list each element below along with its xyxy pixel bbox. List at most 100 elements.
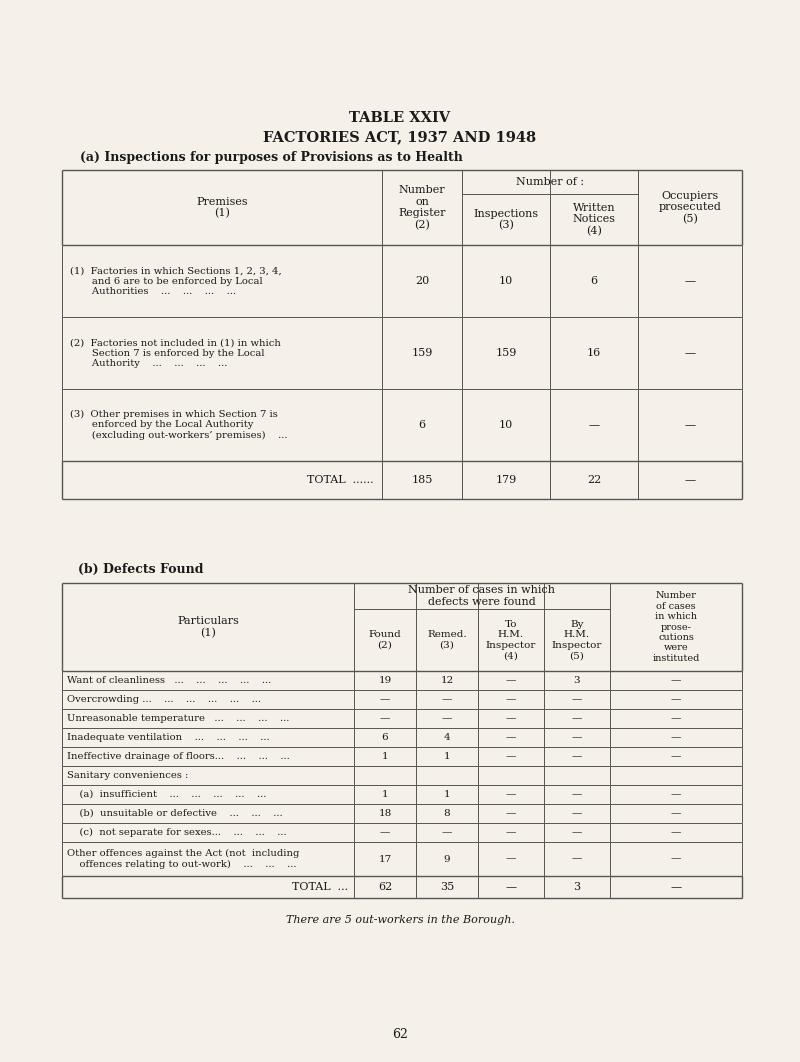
Text: —: — [506, 855, 516, 863]
Text: —: — [685, 276, 695, 286]
Text: Ineffective drainage of floors...    ...    ...    ...: Ineffective drainage of floors... ... ..… [67, 752, 290, 761]
Text: Written
Notices
(4): Written Notices (4) [573, 203, 615, 236]
Text: 10: 10 [499, 276, 513, 286]
Text: 159: 159 [411, 348, 433, 358]
Text: TOTAL  ......: TOTAL ...... [307, 475, 374, 485]
Text: 4: 4 [444, 733, 450, 742]
Text: —: — [589, 419, 599, 430]
Text: Sanitary conveniences :: Sanitary conveniences : [67, 771, 188, 780]
Text: —: — [572, 828, 582, 837]
Text: 10: 10 [499, 419, 513, 430]
Text: —: — [671, 695, 681, 704]
Text: —: — [380, 828, 390, 837]
Text: —: — [506, 714, 516, 723]
Text: —: — [442, 695, 452, 704]
Text: Unreasonable temperature   ...    ...    ...    ...: Unreasonable temperature ... ... ... ... [67, 714, 290, 723]
Text: —: — [506, 733, 516, 742]
Text: 17: 17 [378, 855, 392, 863]
Text: —: — [506, 883, 517, 892]
Text: Number of cases in which
defects were found: Number of cases in which defects were fo… [409, 585, 555, 606]
Text: 18: 18 [378, 809, 392, 818]
Text: —: — [572, 733, 582, 742]
Text: There are 5 out-workers in the Borough.: There are 5 out-workers in the Borough. [286, 915, 514, 925]
Text: Premises
(1): Premises (1) [196, 196, 248, 219]
Text: 159: 159 [495, 348, 517, 358]
Text: Inadequate ventilation    ...    ...    ...    ...: Inadequate ventilation ... ... ... ... [67, 733, 270, 742]
Text: (b)  unsuitable or defective    ...    ...    ...: (b) unsuitable or defective ... ... ... [67, 809, 282, 818]
Text: (a)  insufficient    ...    ...    ...    ...    ...: (a) insufficient ... ... ... ... ... [67, 790, 266, 799]
Text: —: — [572, 695, 582, 704]
Text: —: — [506, 695, 516, 704]
Text: Number of :: Number of : [516, 177, 584, 187]
Text: —: — [506, 790, 516, 799]
Text: (2)  Factories not included in (1) in which
       Section 7 is enforced by the : (2) Factories not included in (1) in whi… [70, 338, 281, 367]
Text: —: — [671, 828, 681, 837]
Text: Want of cleanliness   ...    ...    ...    ...    ...: Want of cleanliness ... ... ... ... ... [67, 676, 271, 685]
Text: 179: 179 [495, 475, 517, 485]
Text: —: — [380, 695, 390, 704]
Text: —: — [671, 733, 681, 742]
Text: —: — [671, 855, 681, 863]
Text: Particulars
(1): Particulars (1) [177, 616, 239, 638]
Text: Number
on
Register
(2): Number on Register (2) [398, 185, 446, 230]
Text: —: — [685, 348, 695, 358]
Text: 6: 6 [590, 276, 598, 286]
Text: —: — [572, 790, 582, 799]
Text: 1: 1 [444, 752, 450, 761]
Text: —: — [670, 883, 682, 892]
Text: —: — [506, 809, 516, 818]
Text: —: — [442, 714, 452, 723]
Text: —: — [671, 752, 681, 761]
Text: TOTAL  ...: TOTAL ... [292, 883, 348, 892]
Text: 3: 3 [574, 676, 580, 685]
Text: 8: 8 [444, 809, 450, 818]
Text: —: — [506, 676, 516, 685]
Text: (c)  not separate for sexes...    ...    ...    ...: (c) not separate for sexes... ... ... ..… [67, 828, 286, 837]
Text: —: — [506, 828, 516, 837]
Text: (a) Inspections for purposes of Provisions as to Health: (a) Inspections for purposes of Provisio… [80, 152, 463, 165]
Text: By
H.M.
Inspector
(5): By H.M. Inspector (5) [552, 620, 602, 661]
Text: Inspections
(3): Inspections (3) [474, 208, 538, 230]
Text: FACTORIES ACT, 1937 AND 1948: FACTORIES ACT, 1937 AND 1948 [263, 130, 537, 144]
Text: —: — [506, 752, 516, 761]
Text: (3)  Other premises in which Section 7 is
       enforced by the Local Authority: (3) Other premises in which Section 7 is… [70, 410, 287, 440]
Text: 6: 6 [418, 419, 426, 430]
Text: 20: 20 [415, 276, 429, 286]
Text: Occupiers
prosecuted
(5): Occupiers prosecuted (5) [658, 191, 722, 224]
Text: 35: 35 [440, 883, 454, 892]
Text: (b) Defects Found: (b) Defects Found [78, 563, 203, 576]
Text: To
H.M.
Inspector
(4): To H.M. Inspector (4) [486, 620, 536, 661]
Text: Other offences against the Act (not  including
    offences relating to out-work: Other offences against the Act (not incl… [67, 850, 299, 869]
Text: 9: 9 [444, 855, 450, 863]
Text: 12: 12 [440, 676, 454, 685]
Text: 1: 1 [444, 790, 450, 799]
Text: 1: 1 [382, 790, 388, 799]
Text: 62: 62 [392, 1028, 408, 1042]
Text: 3: 3 [574, 883, 581, 892]
Text: —: — [671, 809, 681, 818]
Text: —: — [572, 714, 582, 723]
Text: Found
(2): Found (2) [369, 631, 402, 650]
Text: 62: 62 [378, 883, 392, 892]
Text: —: — [671, 714, 681, 723]
Text: 16: 16 [587, 348, 601, 358]
Text: Number
of cases
in which
prose-
cutions
were
instituted: Number of cases in which prose- cutions … [652, 592, 700, 663]
Text: Overcrowding ...    ...    ...    ...    ...    ...: Overcrowding ... ... ... ... ... ... [67, 695, 261, 704]
Text: —: — [442, 828, 452, 837]
Text: —: — [685, 475, 695, 485]
Text: 1: 1 [382, 752, 388, 761]
Text: —: — [572, 809, 582, 818]
Text: 6: 6 [382, 733, 388, 742]
Text: 19: 19 [378, 676, 392, 685]
Text: Remed.
(3): Remed. (3) [427, 631, 467, 650]
Text: (1)  Factories in which Sections 1, 2, 3, 4,
       and 6 are to be enforced by : (1) Factories in which Sections 1, 2, 3,… [70, 267, 282, 296]
Text: —: — [572, 855, 582, 863]
Text: 22: 22 [587, 475, 601, 485]
Text: —: — [671, 676, 681, 685]
Text: —: — [671, 790, 681, 799]
Text: —: — [685, 419, 695, 430]
Text: —: — [572, 752, 582, 761]
Text: —: — [380, 714, 390, 723]
Text: 185: 185 [411, 475, 433, 485]
Text: TABLE XXIV: TABLE XXIV [350, 112, 450, 125]
